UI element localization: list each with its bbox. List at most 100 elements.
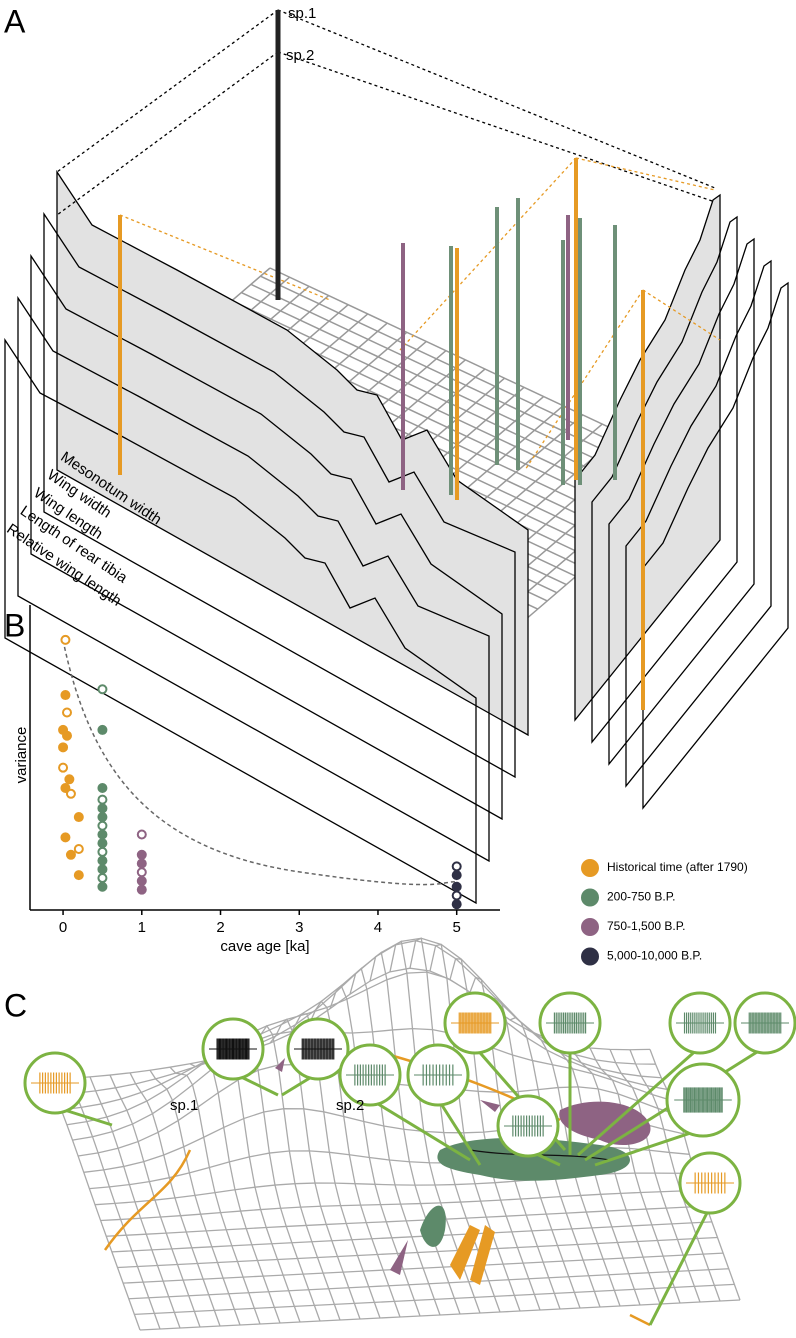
x-tick-label: 2 xyxy=(216,919,224,936)
terrain-grid xyxy=(249,1024,341,1321)
data-point xyxy=(97,724,108,735)
legend-label: Historical time (after 1790) xyxy=(607,860,748,874)
cave-orange xyxy=(450,1225,495,1285)
legend-marker xyxy=(581,947,599,966)
terrain-grid xyxy=(289,1013,381,1319)
trait-plane xyxy=(642,281,789,810)
data-point xyxy=(73,812,84,823)
data-point xyxy=(60,634,71,645)
terrain-grid xyxy=(129,1072,221,1327)
x-tick-label: 1 xyxy=(138,919,146,936)
data-point xyxy=(97,881,108,892)
data-point xyxy=(58,762,69,773)
species-label: sp.1 xyxy=(170,1097,198,1114)
trait-plane xyxy=(30,253,503,821)
data-point xyxy=(73,870,84,881)
data-point xyxy=(451,861,462,872)
y-axis-label: variance xyxy=(13,727,30,784)
data-point xyxy=(62,707,73,718)
data-point xyxy=(97,820,108,831)
data-point xyxy=(60,690,71,701)
terrain-grid xyxy=(309,1000,401,1318)
terrain-grid xyxy=(169,1066,261,1325)
connector xyxy=(56,51,279,216)
species-label: sp.1 xyxy=(288,5,316,22)
callout-line xyxy=(594,1127,704,1167)
terrain-grid xyxy=(589,1047,681,1304)
data-point xyxy=(97,783,108,793)
connector xyxy=(277,51,716,203)
panel-b: 0 1 2 3 4 5 cave age [ka] variance Historical ti… xyxy=(13,605,748,966)
x-tick-label: 5 xyxy=(453,919,461,936)
cave-green xyxy=(437,1138,630,1181)
legend-label: 750-1,500 B.P. xyxy=(607,919,686,933)
data-point xyxy=(451,899,462,910)
trait-plane xyxy=(4,337,477,905)
data-point xyxy=(136,849,147,860)
data-point xyxy=(97,873,108,884)
trait-plane xyxy=(625,259,772,788)
legend-marker xyxy=(581,888,599,907)
data-point xyxy=(451,870,462,881)
data-point xyxy=(62,730,73,741)
data-point xyxy=(136,867,147,878)
terrain-grid xyxy=(389,940,481,1314)
data-point xyxy=(97,812,108,823)
data-point xyxy=(136,875,147,886)
cave-purple xyxy=(559,1101,651,1145)
data-point xyxy=(136,858,147,869)
terrain-grid xyxy=(349,967,441,1316)
x-tick-label: 3 xyxy=(295,919,303,936)
panel-label: A xyxy=(4,3,26,39)
legend-label: 5,000-10,000 B.P. xyxy=(607,949,702,963)
legend-label: 200-750 B.P. xyxy=(607,890,676,904)
fit-curve xyxy=(62,639,459,886)
trait-plane xyxy=(43,211,516,779)
data-point xyxy=(58,742,69,753)
terrain-grid xyxy=(369,951,461,1315)
terrain-grid xyxy=(49,1079,141,1331)
callout-line xyxy=(436,1098,482,1166)
data-point xyxy=(64,774,75,785)
legend-marker xyxy=(581,918,599,936)
connector xyxy=(575,157,716,191)
terrain-grid xyxy=(609,1049,701,1303)
panel-label: C xyxy=(4,987,27,1023)
terrain-grid xyxy=(569,1044,661,1305)
data-point xyxy=(136,884,147,895)
data-point xyxy=(73,844,84,854)
data-point xyxy=(451,881,462,892)
x-tick-label: 0 xyxy=(59,919,67,936)
data-point xyxy=(97,846,108,857)
connector xyxy=(277,9,716,189)
x-tick-label: 4 xyxy=(374,919,382,936)
legend-marker xyxy=(581,859,599,877)
terrain-grid xyxy=(329,984,421,1317)
data-point xyxy=(97,803,108,814)
x-axis-label: cave age [ka] xyxy=(220,938,309,955)
data-point xyxy=(451,890,462,901)
connector xyxy=(56,9,279,173)
species-label: sp.2 xyxy=(286,47,314,64)
trait-plane xyxy=(17,295,490,863)
data-point xyxy=(65,788,76,799)
data-point xyxy=(97,864,108,875)
connector xyxy=(119,214,331,301)
species-label: sp.2 xyxy=(336,1097,364,1114)
data-point xyxy=(60,783,71,793)
terrain-grid xyxy=(429,943,521,1312)
terrain-grid xyxy=(94,1172,696,1206)
callout-line xyxy=(369,1097,471,1162)
data-point xyxy=(97,838,108,849)
cave-green xyxy=(420,1205,446,1247)
callout-line xyxy=(577,1045,701,1157)
trait-plane xyxy=(608,237,755,766)
terrain-grid xyxy=(409,937,501,1313)
terrain-grid xyxy=(189,1059,281,1324)
data-point xyxy=(97,855,108,866)
panel-label: B xyxy=(4,607,25,643)
terrain-grid xyxy=(269,1018,361,1320)
